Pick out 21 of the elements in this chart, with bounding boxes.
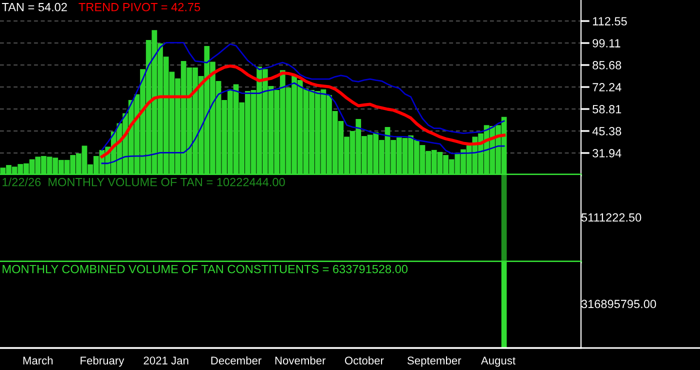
y-tick-label: 58.81 bbox=[592, 105, 622, 114]
x-tick-label: August bbox=[480, 356, 516, 367]
x-tick-label: September bbox=[407, 356, 462, 367]
text: MONTHLY COMBINED VOLUME OF TAN CONSTITUENTS = 633791528.00 bbox=[2, 264, 408, 274]
x-tick-label: March bbox=[23, 356, 53, 364]
text: 316895795.00 bbox=[581, 300, 656, 308]
chart-title: TAN = 54.02 bbox=[2, 2, 67, 12]
text: 1/22/26 MONTHLY VOLUME OF TAN = 10222444.00 bbox=[2, 178, 285, 186]
x-tick-label: October bbox=[344, 356, 384, 364]
y-tick-label: 72.24 bbox=[592, 83, 622, 92]
x-tick-label: 2021 Jan bbox=[144, 356, 188, 364]
y-tick-label: 99.11 bbox=[592, 39, 620, 48]
x-tick-label: February bbox=[80, 356, 124, 367]
text: TREND PIVOT = 42.75 bbox=[78, 2, 200, 12]
x-tick-label: November bbox=[275, 356, 326, 364]
text: 5111222.50 bbox=[581, 213, 642, 222]
y-tick-label: 112.55 bbox=[593, 17, 627, 26]
y-tick-label: 45.38 bbox=[592, 127, 622, 136]
y-tick-label: 85.68 bbox=[592, 61, 622, 70]
x-tick-label: December bbox=[211, 356, 262, 364]
y-tick-label: 31.94 bbox=[592, 149, 622, 158]
